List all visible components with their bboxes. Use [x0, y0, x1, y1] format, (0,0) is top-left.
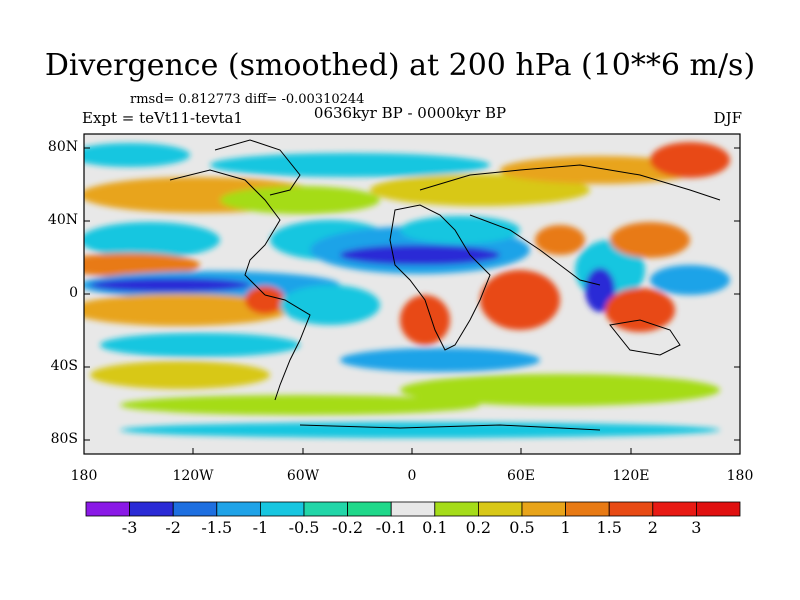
- colorbar-swatch: [129, 501, 174, 517]
- colorbar-swatch: [477, 501, 523, 517]
- period-label: 0636kyr BP - 0000kyr BP: [313, 104, 507, 122]
- lon-label-60e: 60E: [506, 468, 536, 484]
- colorbar-label: -0.5: [288, 518, 320, 537]
- lat-label-40s: 40S: [50, 358, 78, 374]
- lon-label-180w: 180: [70, 468, 98, 484]
- colorbar-swatch: [216, 501, 261, 517]
- colorbar-swatch: [390, 501, 436, 517]
- colorbar-label: 0.2: [465, 518, 492, 537]
- colorbar-label: 0.1: [422, 518, 448, 537]
- colorbar-label: -0.2: [332, 518, 364, 537]
- colorbar-swatch: [172, 501, 218, 517]
- colorbar-label: 3: [691, 518, 702, 537]
- lat-label-80n: 80N: [47, 139, 78, 155]
- lon-label-120w: 120W: [172, 468, 214, 484]
- colorbar-label: 1.5: [596, 518, 622, 537]
- lon-label-0: 0: [407, 468, 417, 484]
- plot-title: Divergence (smoothed) at 200 hPa (10**6 …: [44, 48, 756, 83]
- colorbar-label: -3: [121, 518, 138, 537]
- lat-label-80s: 80S: [50, 431, 78, 447]
- colorbar-swatch: [85, 501, 130, 517]
- season-label: DJF: [713, 109, 742, 127]
- colorbar-label: -2: [165, 518, 181, 537]
- colorbar-swatch: [259, 501, 305, 517]
- colorbar: [85, 501, 741, 517]
- colorbar-swatch: [521, 501, 566, 517]
- experiment-label: Expt = teVt11-tevta1: [82, 109, 243, 127]
- colorbar-swatch: [347, 501, 392, 517]
- colorbar-swatch: [434, 501, 479, 517]
- colorbar-label: 1: [560, 518, 571, 537]
- lon-label-180e: 180: [726, 468, 754, 484]
- stats-label: rmsd= 0.812773 diff= -0.00310244: [130, 92, 365, 107]
- colorbar-label: -1.5: [201, 518, 233, 537]
- field-shading: [84, 134, 740, 454]
- lat-ticks: [84, 147, 740, 441]
- colorbar-label: 0.5: [509, 518, 535, 537]
- colorbar-label: -0.1: [375, 518, 407, 537]
- coastlines: [169, 139, 721, 431]
- colorbar-swatch: [696, 501, 741, 517]
- colorbar-label: -1: [252, 518, 269, 537]
- lat-label-40n: 40N: [47, 212, 78, 228]
- lon-ticks: [83, 448, 632, 454]
- lon-label-60w: 60W: [286, 468, 320, 484]
- colorbar-label: 2: [647, 518, 658, 537]
- lon-label-120e: 120E: [612, 468, 650, 484]
- colorbar-swatch: [303, 501, 348, 517]
- colorbar-swatch: [608, 501, 654, 517]
- colorbar-swatch: [565, 501, 610, 517]
- colorbar-swatch: [652, 501, 697, 517]
- lat-label-eq: 0: [69, 285, 78, 301]
